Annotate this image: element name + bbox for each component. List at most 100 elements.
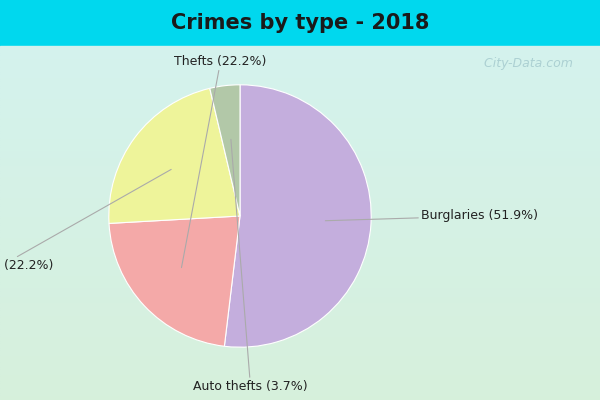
Bar	[0, 156, 600, 159]
Bar	[0, 185, 600, 188]
Bar	[0, 178, 600, 180]
Bar	[0, 378, 600, 381]
Bar	[0, 308, 600, 310]
Bar	[0, 230, 600, 232]
Bar	[0, 227, 600, 230]
Bar	[0, 60, 600, 62]
Bar	[0, 310, 600, 313]
Bar	[0, 343, 600, 346]
Bar	[0, 213, 600, 216]
Bar	[0, 0, 600, 46]
Bar	[0, 268, 600, 270]
Bar	[0, 390, 600, 393]
Bar	[0, 298, 600, 301]
Bar	[0, 105, 600, 107]
Bar	[0, 114, 600, 117]
Bar	[0, 119, 600, 122]
Bar	[0, 175, 600, 178]
Bar	[0, 126, 600, 129]
Text: Crimes by type - 2018: Crimes by type - 2018	[171, 13, 429, 33]
Bar	[0, 100, 600, 103]
Bar	[0, 206, 600, 209]
Bar	[0, 53, 600, 56]
Bar	[0, 392, 600, 395]
Bar	[0, 303, 600, 306]
Text: Thefts (22.2%): Thefts (22.2%)	[175, 55, 267, 268]
Bar	[0, 312, 600, 315]
Bar	[0, 260, 600, 263]
Bar	[0, 305, 600, 308]
Bar	[0, 322, 600, 324]
Bar	[0, 284, 600, 287]
Bar	[0, 270, 600, 272]
Bar	[0, 345, 600, 348]
Bar	[0, 128, 600, 131]
Bar	[0, 265, 600, 268]
Bar	[0, 145, 600, 148]
Bar	[0, 83, 600, 86]
Bar	[0, 168, 600, 171]
Bar	[0, 286, 600, 289]
Bar	[0, 218, 600, 221]
Bar	[0, 69, 600, 72]
Bar	[0, 277, 600, 280]
Bar	[0, 220, 600, 223]
Bar	[0, 331, 600, 334]
Bar	[0, 88, 600, 91]
Bar	[0, 352, 600, 355]
Bar	[0, 197, 600, 200]
Bar	[0, 355, 600, 358]
Wedge shape	[210, 85, 240, 216]
Bar	[0, 93, 600, 96]
Bar	[0, 272, 600, 275]
Bar	[0, 338, 600, 341]
Bar	[0, 154, 600, 157]
Bar	[0, 371, 600, 374]
Bar	[0, 360, 600, 362]
Bar	[0, 86, 600, 88]
Bar	[0, 242, 600, 244]
Bar	[0, 317, 600, 320]
Bar	[0, 239, 600, 242]
Bar	[0, 340, 600, 343]
Bar	[0, 251, 600, 254]
Bar	[0, 208, 600, 211]
Bar	[0, 48, 600, 51]
Bar	[0, 98, 600, 100]
Bar	[0, 246, 600, 249]
Bar	[0, 225, 600, 228]
Bar	[0, 258, 600, 261]
Bar	[0, 147, 600, 150]
Bar	[0, 150, 600, 152]
Bar	[0, 182, 600, 185]
Bar	[0, 237, 600, 240]
Bar	[0, 50, 600, 53]
Bar	[0, 222, 600, 225]
Bar	[0, 374, 600, 376]
Bar	[0, 102, 600, 105]
Bar	[0, 336, 600, 339]
Bar	[0, 300, 600, 303]
Bar	[0, 395, 600, 398]
Bar	[0, 95, 600, 98]
Bar	[0, 232, 600, 235]
Bar	[0, 121, 600, 124]
Bar	[0, 291, 600, 294]
Bar	[0, 180, 600, 183]
Bar	[0, 135, 600, 138]
Bar	[0, 133, 600, 136]
Bar	[0, 282, 600, 284]
Bar	[0, 334, 600, 336]
Bar	[0, 383, 600, 386]
Bar	[0, 248, 600, 251]
Bar	[0, 388, 600, 390]
Bar	[0, 366, 600, 369]
Bar	[0, 55, 600, 58]
Text: Auto thefts (3.7%): Auto thefts (3.7%)	[193, 139, 308, 393]
Bar	[0, 166, 600, 169]
Bar	[0, 296, 600, 298]
Bar	[0, 397, 600, 400]
Bar	[0, 159, 600, 162]
Bar	[0, 194, 600, 197]
Bar	[0, 161, 600, 164]
